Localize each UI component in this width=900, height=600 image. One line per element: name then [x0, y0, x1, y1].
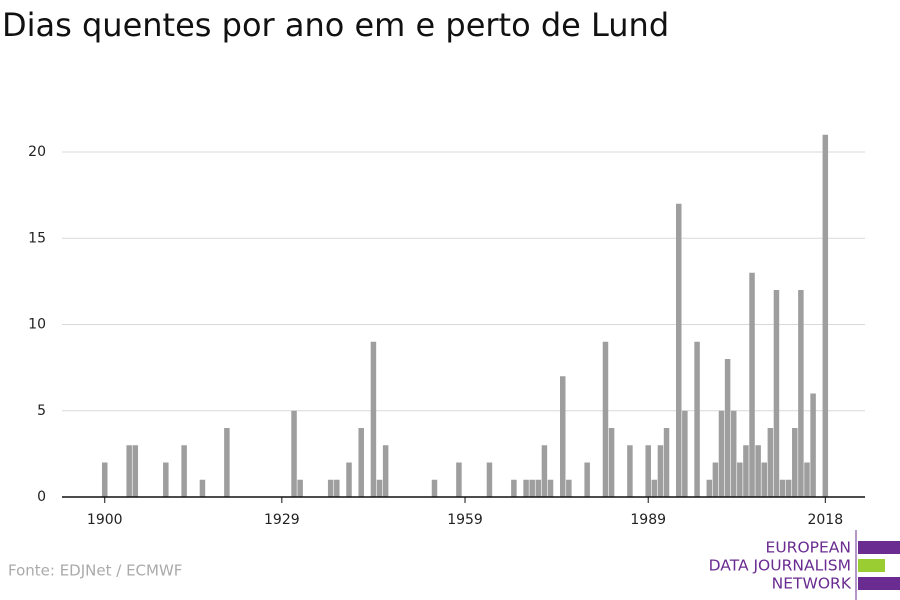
bar	[773, 290, 780, 497]
bar	[541, 445, 548, 497]
bar	[126, 445, 132, 497]
bar	[199, 479, 206, 497]
bar	[694, 341, 700, 497]
bar	[559, 376, 566, 497]
bar	[334, 479, 340, 497]
bar	[798, 290, 804, 497]
bar	[376, 479, 383, 497]
bar	[566, 479, 572, 497]
bar	[486, 462, 493, 497]
bar	[792, 428, 798, 497]
bar	[627, 445, 633, 497]
bar	[749, 272, 755, 497]
bar	[327, 479, 334, 497]
bar	[602, 341, 609, 497]
source: Fonte: EDJNet / ECMWF	[8, 562, 182, 580]
y-tick-label: 5	[37, 403, 46, 419]
logo-text: EUROPEAN	[766, 539, 851, 557]
logo-bar	[858, 559, 885, 572]
logo-text: DATA JOURNALISM	[709, 557, 851, 575]
bar	[547, 479, 554, 497]
bar	[584, 462, 590, 497]
bar	[224, 428, 230, 497]
bar	[755, 445, 761, 497]
bar	[779, 479, 786, 497]
x-tick-label: 1900	[87, 512, 123, 528]
y-tick-label: 15	[28, 230, 46, 246]
bar	[181, 445, 187, 497]
bar	[804, 462, 810, 497]
bar	[767, 428, 774, 497]
logo-bar	[858, 541, 900, 554]
bar	[718, 410, 725, 497]
bar	[663, 428, 670, 497]
bar	[651, 479, 658, 497]
logo-text: NETWORK	[772, 575, 852, 593]
bar	[822, 134, 829, 497]
logo-bar	[858, 577, 900, 590]
bar	[523, 479, 529, 497]
bar	[535, 479, 542, 497]
bar	[676, 203, 682, 497]
chart-title: Dias quentes por ano em e perto de Lund	[2, 6, 669, 44]
logo: EUROPEAN DATA JOURNALISM NETWORK	[709, 530, 900, 600]
y-tick-label: 20	[28, 144, 46, 160]
bar	[291, 410, 297, 497]
bar	[163, 462, 169, 497]
y-tick-label: 0	[37, 489, 46, 505]
bar	[706, 479, 713, 497]
y-tick-label: 10	[28, 317, 46, 333]
bar	[810, 393, 816, 497]
bar	[682, 410, 688, 497]
bar	[431, 479, 438, 497]
bar	[346, 462, 352, 497]
x-tick-label: 2018	[807, 512, 843, 528]
bar	[382, 445, 389, 497]
bar	[456, 462, 462, 497]
bar	[730, 410, 737, 497]
bar	[712, 462, 719, 497]
bar	[657, 445, 664, 497]
bar	[358, 428, 364, 497]
bar	[370, 341, 377, 497]
bar	[132, 445, 139, 497]
x-tick-label: 1929	[264, 512, 300, 528]
bar	[297, 479, 303, 497]
bar	[101, 462, 108, 497]
bar	[724, 359, 731, 497]
bar	[761, 462, 767, 497]
bar	[737, 462, 743, 497]
bar	[511, 479, 517, 497]
x-tick-label: 1989	[630, 512, 666, 528]
bar	[743, 445, 749, 497]
bar	[608, 428, 615, 497]
bar	[529, 479, 535, 497]
bar	[785, 479, 792, 497]
bar	[645, 445, 651, 497]
x-tick-label: 1959	[447, 512, 483, 528]
